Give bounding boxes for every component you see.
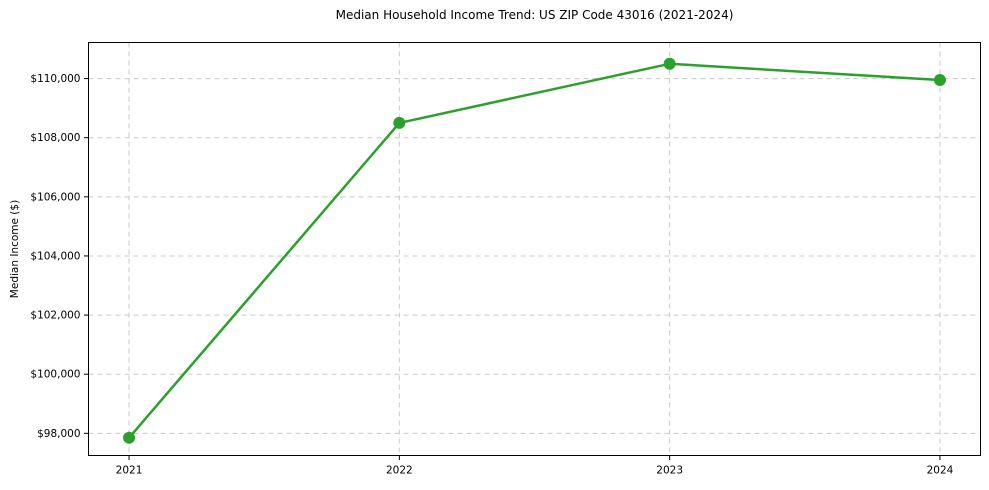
y-tick-label: $102,000 [30,310,80,322]
x-tick-label: 2023 [656,465,683,477]
y-tick-label: $110,000 [30,73,80,85]
y-tick-label: $98,000 [37,428,80,440]
x-tick-label: 2024 [927,465,954,477]
plot-frame [88,42,981,456]
data-point-marker [663,57,676,70]
chart-title: Median Household Income Trend: US ZIP Co… [335,8,734,22]
trend-line [127,62,942,440]
data-point-marker [393,116,406,129]
x-tick-label: 2022 [386,465,413,477]
x-tick-label: 2021 [116,465,143,477]
y-tick-label: $108,000 [30,132,80,144]
data-point-marker [933,74,946,87]
y-tick-label: $106,000 [30,191,80,203]
data-point-marker [123,431,136,444]
y-tick-label: $100,000 [30,369,80,381]
y-tick-label: $104,000 [30,250,80,262]
